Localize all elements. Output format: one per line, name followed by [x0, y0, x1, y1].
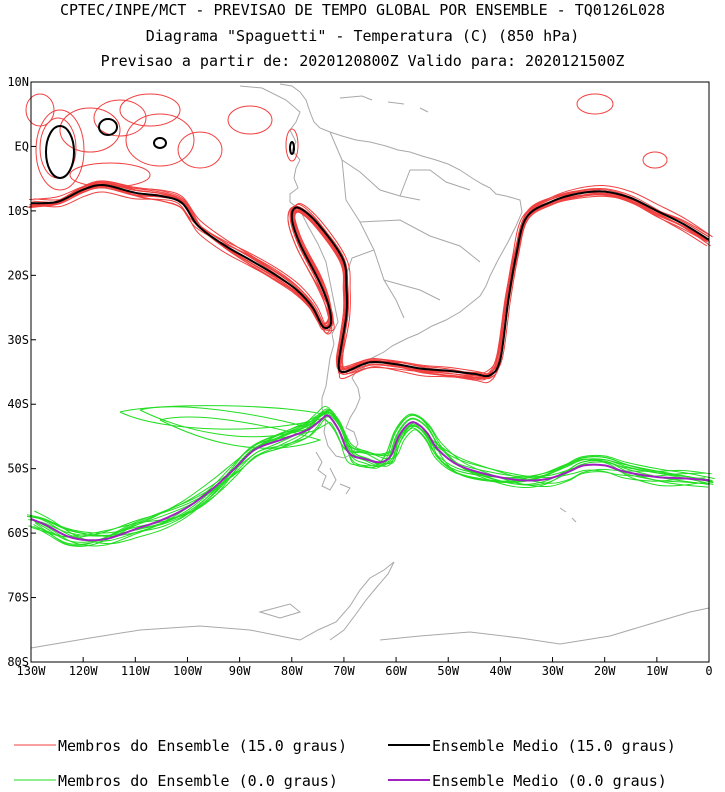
y-tick-label: 10N — [7, 75, 29, 89]
x-tick-label: 130W — [17, 664, 47, 678]
legend-label-members-0: Membros do Ensemble (0.0 graus) — [58, 772, 338, 790]
ensemble-member-line — [33, 419, 709, 545]
antarctic-islands — [258, 507, 577, 619]
y-tick-label: 10S — [7, 204, 29, 218]
x-tick-label: 70W — [333, 664, 355, 678]
patagonia-islands — [315, 451, 351, 495]
x-tick-label: 100W — [173, 664, 203, 678]
y-tick-label: 70S — [7, 591, 29, 605]
legend: Membros do Ensemble (15.0 graus) Ensembl… — [14, 737, 676, 790]
x-tick-label: 10W — [646, 664, 668, 678]
ensemble-mean-0-line — [30, 414, 710, 542]
ensemble-mean-15-line — [30, 184, 710, 378]
chart-title-line-1: CPTEC/INPE/MCT - PREVISAO DE TEMPO GLOBA… — [59, 1, 666, 19]
ensemble-member-line — [34, 411, 712, 546]
chart-title-line-3: Previsao a partir de: 2020120800Z Valido… — [100, 52, 625, 70]
x-axis: 130W 120W 110W 100W 90W 80W 70W 60W 50W 40W 30W 20W… — [17, 657, 713, 678]
y-tick-label: 80S — [7, 655, 29, 669]
y-tick-label: 30S — [7, 333, 29, 347]
x-tick-label: 80W — [281, 664, 303, 678]
x-tick-label: 0 — [705, 664, 712, 678]
legend-label-members-15: Membros do Ensemble (15.0 graus) — [58, 737, 347, 755]
x-tick-label: 90W — [229, 664, 251, 678]
x-tick-label: 40W — [490, 664, 512, 678]
x-tick-label: 110W — [121, 664, 151, 678]
y-tick-label: 40S — [7, 397, 29, 411]
y-axis: 10N EQ 10S 20S 30S 40S 50S 60S 70S 80S — [7, 75, 36, 669]
x-tick-label: 50W — [437, 664, 459, 678]
y-tick-label: EQ — [15, 139, 29, 153]
x-tick-label: 60W — [385, 664, 407, 678]
internal-borders — [329, 131, 481, 319]
plot-area — [31, 82, 709, 662]
plot-frame — [30, 81, 710, 663]
caribbean-islands — [339, 95, 429, 113]
x-tick-label: 20W — [594, 664, 616, 678]
ensemble-member-line — [33, 413, 707, 547]
y-tick-label: 50S — [7, 462, 29, 476]
x-tick-label: 30W — [542, 664, 564, 678]
x-tick-label: 120W — [69, 664, 99, 678]
ensemble-member-loop — [159, 416, 322, 449]
chart-title-line-2: Diagrama "Spaguetti" - Temperatura (C) (… — [145, 27, 580, 45]
tropical-mean-contours — [45, 118, 295, 179]
antarctic-coast — [30, 561, 710, 649]
legend-label-mean-15: Ensemble Medio (15.0 graus) — [432, 737, 676, 755]
y-tick-label: 20S — [7, 268, 29, 282]
ensemble-member-line — [27, 408, 706, 536]
legend-label-mean-0: Ensemble Medio (0.0 graus) — [432, 772, 667, 790]
y-tick-label: 60S — [7, 526, 29, 540]
